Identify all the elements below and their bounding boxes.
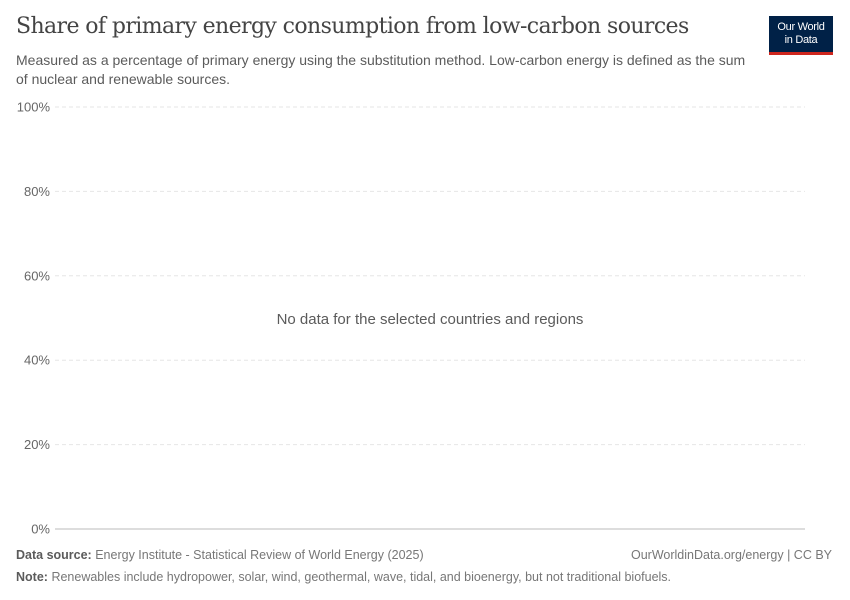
data-source: Data source: Energy Institute - Statisti… (16, 548, 424, 562)
source-text[interactable]: Energy Institute - Statistical Review of… (95, 548, 424, 562)
note-text: Renewables include hydropower, solar, wi… (51, 570, 672, 584)
y-tick-label: 100% (17, 100, 51, 115)
chart-subtitle: Measured as a percentage of primary ener… (16, 52, 746, 87)
y-tick-label: 60% (24, 268, 50, 283)
credit-link[interactable]: OurWorldinData.org/energy | CC BY (630, 548, 832, 562)
y-tick-label: 80% (24, 184, 50, 199)
y-tick-label: 20% (24, 437, 50, 452)
source-label: Data source: (16, 548, 92, 562)
y-tick-label: 0% (31, 522, 50, 537)
note-label: Note: (16, 570, 48, 584)
owid-logo[interactable]: Our World in Data (769, 16, 833, 55)
y-tick-label: 40% (24, 353, 50, 368)
logo-text: Our World in Data (777, 21, 825, 46)
no-data-message: No data for the selected countries and r… (277, 311, 584, 328)
chart-title: Share of primary energy consumption from… (16, 14, 689, 39)
note: Note: Renewables include hydropower, sol… (16, 570, 671, 584)
